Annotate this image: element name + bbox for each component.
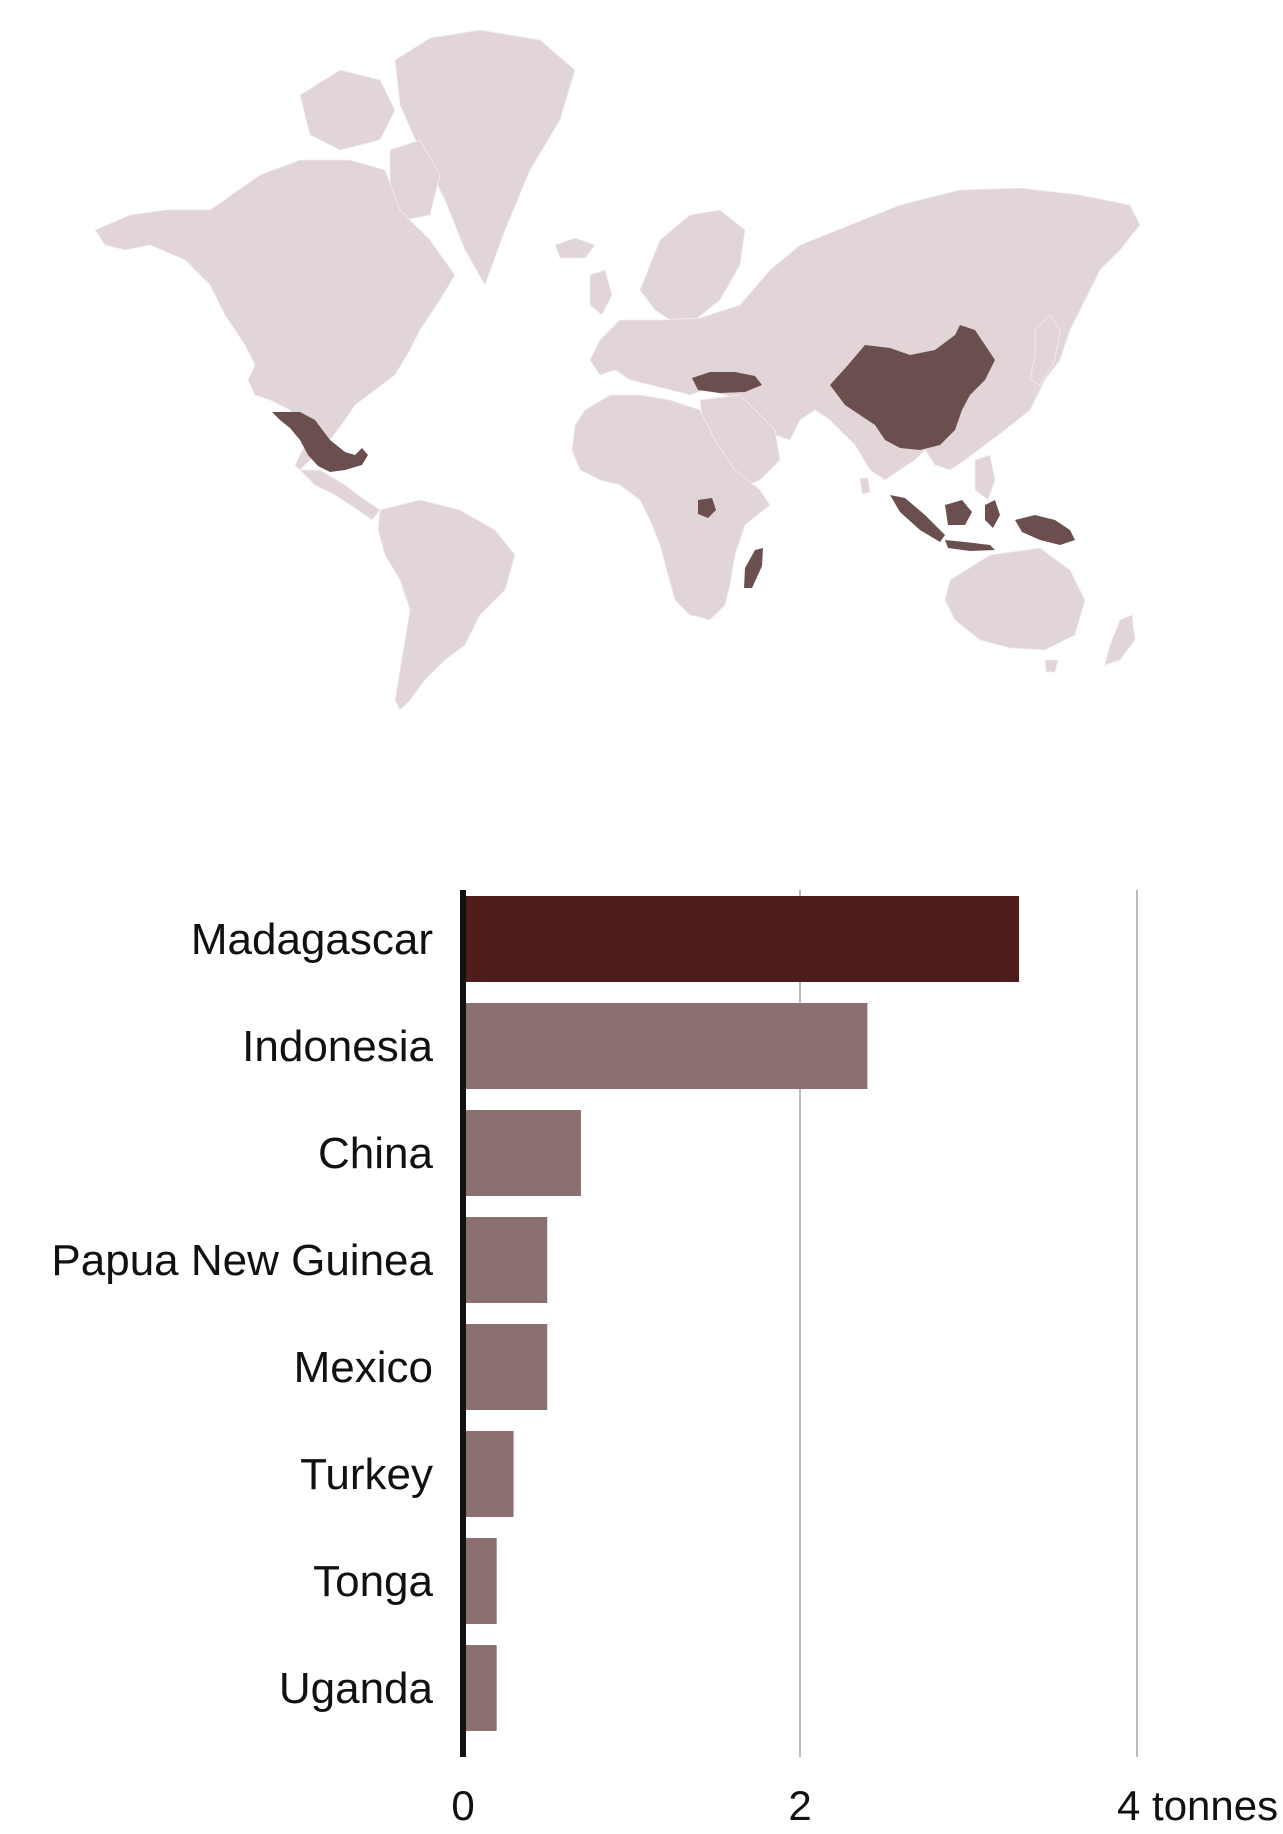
land-sri-lanka: [859, 477, 871, 495]
country-indonesia-sumatra: [890, 495, 945, 542]
bar-papua-new-guinea: [463, 1217, 548, 1303]
country-turkey: [692, 372, 762, 393]
bar-layer: [463, 896, 1020, 1731]
category-label-china: China: [318, 1129, 433, 1178]
country-papua-new-guinea: [1015, 515, 1075, 545]
country-mexico: [272, 412, 368, 472]
country-uganda: [698, 498, 716, 518]
category-label-uganda: Uganda: [279, 1664, 434, 1713]
category-label-layer: Madagascar Indonesia China Papua New Guinea…: [51, 915, 433, 1713]
country-indonesia-sulawesi: [985, 500, 1000, 528]
category-label-turkey: Turkey: [300, 1450, 433, 1499]
world-map-svg: [94, 29, 1141, 711]
category-label-madagascar: Madagascar: [191, 915, 433, 964]
bar-uganda: [463, 1645, 497, 1731]
category-label-indonesia: Indonesia: [242, 1022, 433, 1071]
country-indonesia-borneo: [945, 500, 972, 525]
tick-label-0: 0: [451, 1782, 474, 1829]
country-china: [830, 325, 995, 450]
category-label-tonga: Tonga: [313, 1557, 433, 1606]
category-label-papua-new-guinea: Papua New Guinea: [51, 1236, 433, 1285]
land-arctic-islands: [299, 69, 396, 151]
bar-china: [463, 1110, 581, 1196]
land-australia: [944, 547, 1086, 651]
bar-mexico: [463, 1324, 548, 1410]
land-uk: [589, 269, 613, 316]
land-scandinavia: [639, 209, 746, 321]
bar-indonesia: [463, 1003, 868, 1089]
bar-chart-svg: Madagascar Indonesia China Papua New Guinea…: [51, 890, 1278, 1829]
tick-label-layer: 0 2 4 tonnes: [451, 1782, 1278, 1829]
tick-label-2: 2: [788, 1782, 811, 1829]
land-iceland: [554, 237, 596, 259]
highlight-layer: [272, 325, 1075, 588]
bar-tonga: [463, 1538, 497, 1624]
country-indonesia-java: [945, 540, 995, 551]
tick-label-4: 4 tonnes: [1117, 1782, 1278, 1829]
bar-chart: Madagascar Indonesia China Papua New Guinea…: [0, 760, 1283, 1829]
category-label-mexico: Mexico: [294, 1343, 433, 1392]
land-central-america: [299, 469, 381, 521]
land-africa: [571, 394, 771, 621]
land-philippines: [974, 454, 996, 501]
land-tasmania: [1044, 659, 1059, 673]
world-map: [0, 0, 1283, 760]
land-layer: [94, 29, 1141, 711]
land-south-america: [377, 499, 516, 711]
land-japan: [1029, 314, 1061, 386]
country-madagascar: [744, 548, 763, 588]
land-new-zealand: [1104, 614, 1136, 666]
bar-madagascar: [463, 896, 1020, 982]
bar-turkey: [463, 1431, 514, 1517]
